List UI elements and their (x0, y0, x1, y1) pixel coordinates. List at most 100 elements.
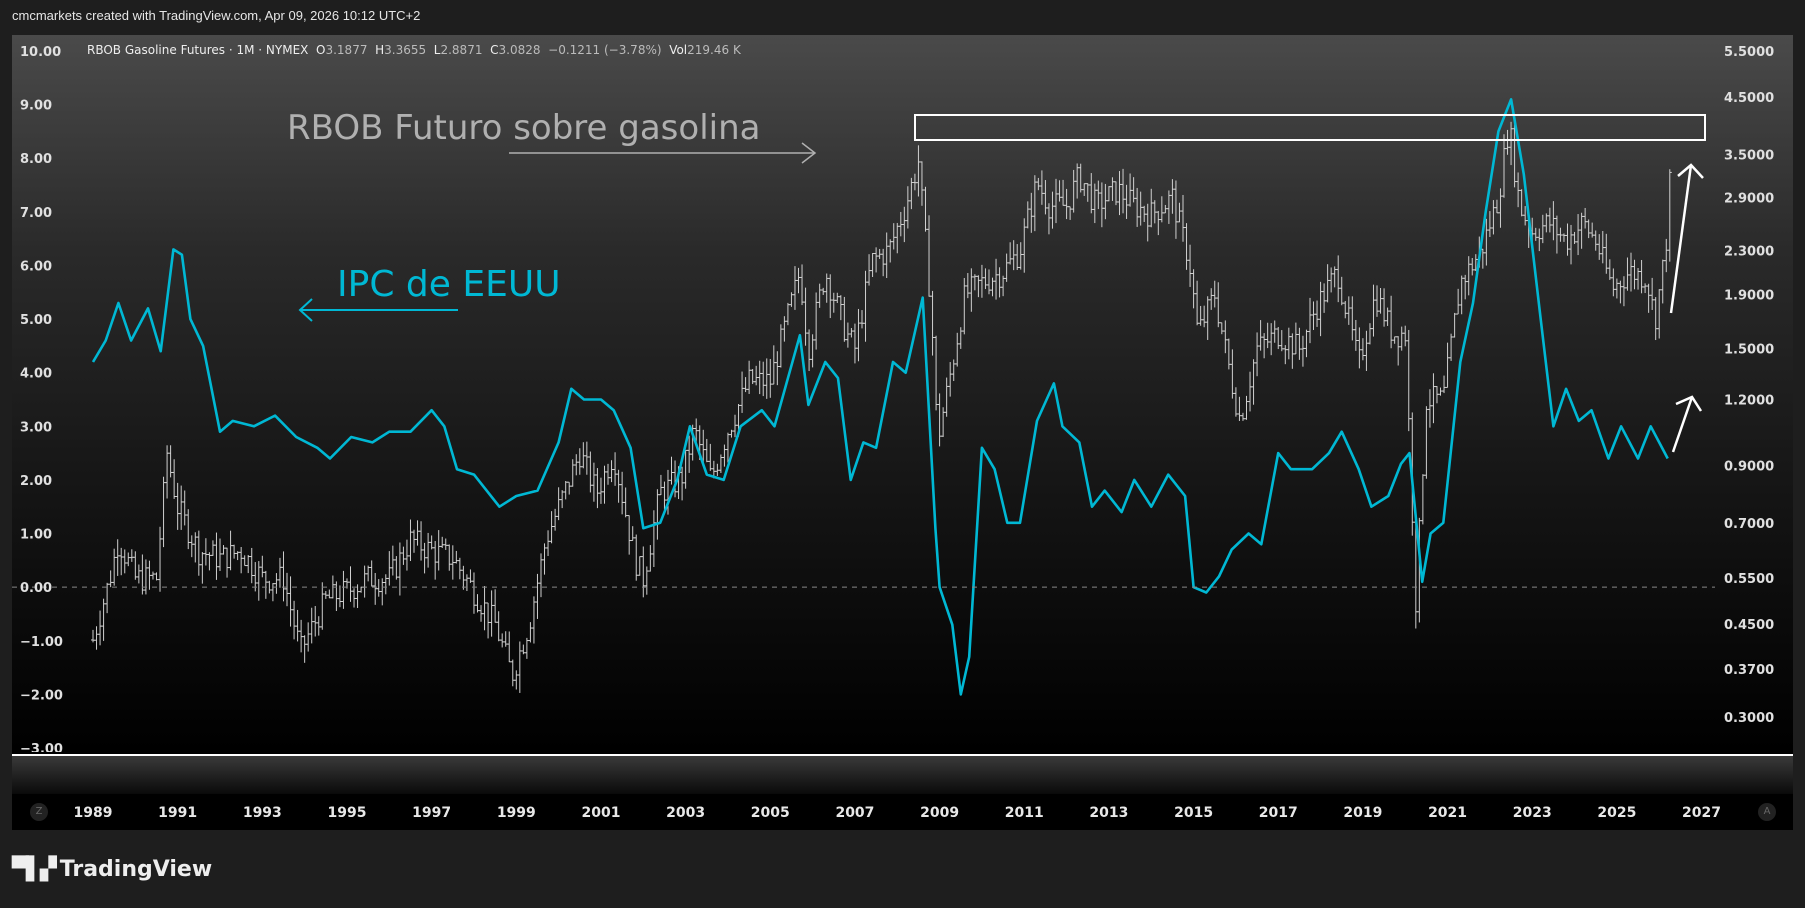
ohlc-bar (440, 536, 445, 549)
ohlc-bar (1491, 200, 1496, 235)
ohlc-bar (828, 274, 833, 319)
resistance-box[interactable] (914, 114, 1706, 141)
auto-scale-button[interactable]: A (1758, 803, 1776, 821)
ohlc-bar (1279, 330, 1284, 352)
ohlc-bar (1375, 285, 1380, 317)
ohlc-bar (1099, 182, 1104, 228)
ohlc-bar (1223, 320, 1228, 354)
ohlc-bar (898, 211, 903, 237)
ohlc-bar (796, 267, 801, 294)
ohlc-bar (228, 530, 233, 571)
ohlc-bar (1078, 163, 1083, 193)
ohlc-bar (1364, 330, 1369, 371)
ohlc-bar (602, 465, 607, 504)
ohlc-bar (366, 565, 371, 582)
ohlc-bar (352, 588, 357, 608)
ohlc-bar (1138, 191, 1143, 226)
ohlc-bar (1135, 187, 1140, 227)
ohlc-bar (927, 215, 932, 297)
ohlc-bar (1643, 283, 1648, 294)
ohlc-bar (387, 551, 392, 586)
ohlc-bar (1297, 327, 1302, 360)
ohlc-bar (1540, 214, 1545, 244)
ohlc-bar (549, 511, 554, 544)
ohlc-bar (1096, 180, 1101, 210)
ohlc-bar (761, 361, 766, 397)
navigator-pane[interactable] (12, 754, 1793, 796)
ohlc-bar (884, 232, 889, 279)
ohlc-bar (433, 540, 438, 580)
ohlc-bar (785, 302, 790, 326)
ohlc-bar (1625, 257, 1630, 291)
ohlc-bar (655, 489, 660, 540)
ohlc-bar (1406, 329, 1411, 432)
symbol-name: RBOB Gasoline Futures · 1M · NYMEX (87, 43, 309, 57)
ohlc-bar (482, 586, 487, 631)
ohlc-bar (874, 247, 879, 273)
ohlc-bar (849, 328, 854, 338)
ohlc-bar (1322, 283, 1327, 313)
cpi-line (91, 98, 1669, 696)
open-label: O (316, 43, 326, 57)
ohlc-bar (186, 509, 191, 550)
ohlc-bar (1576, 214, 1581, 256)
ohlc-bar (1240, 412, 1245, 421)
ohlc-bar (733, 414, 738, 438)
zoom-button[interactable]: Z (30, 803, 48, 821)
ohlc-bar (140, 554, 145, 595)
symbol-legend[interactable]: RBOB Gasoline Futures · 1M · NYMEX O3.18… (87, 43, 741, 57)
ohlc-bar (859, 310, 864, 329)
ohlc-bar (323, 590, 328, 599)
right-axis-tick: 0.3700 (1724, 663, 1774, 678)
ohlc-bar (1456, 288, 1461, 315)
ohlc-bar (175, 482, 180, 530)
ohlc-bar (1470, 258, 1475, 276)
ohlc-bar (1022, 218, 1027, 273)
low-value: 2.8871 (440, 43, 483, 57)
ohlc-bar (863, 270, 868, 342)
ohlc-bar (1653, 297, 1658, 341)
ohlc-bar (976, 275, 981, 298)
ohlc-bar (750, 369, 755, 385)
up-arrow-icon (1671, 395, 1703, 453)
ohlc-bar (182, 490, 187, 526)
ohlc-bar (800, 264, 805, 306)
high-label: H (375, 43, 385, 57)
ohlc-bar (637, 556, 642, 576)
ohlc-bar (341, 570, 346, 609)
ohlc-bar (570, 459, 575, 487)
time-axis-tick: 2013 (1089, 805, 1128, 821)
price-pane[interactable]: 10.00 9.00 8.00 7.00 6.00 5.00 4.00 3.00 2.00 1.0… (12, 35, 1793, 752)
ohlc-bar (471, 572, 476, 614)
ohlc-bar (598, 477, 603, 504)
ohlc-bar (119, 547, 124, 576)
ohlc-bar (687, 435, 692, 473)
ohlc-bar (1389, 295, 1394, 349)
ohlc-bar (158, 526, 163, 592)
chart-credit: cmcmarkets created with TradingView.com,… (12, 8, 421, 23)
ohlc-bar (1142, 205, 1147, 222)
ohlc-bar (91, 629, 95, 643)
ohlc-bar (306, 622, 311, 652)
ohlc-bar (507, 631, 512, 663)
ohlc-bar (210, 540, 215, 556)
ohlc-bar (1336, 255, 1341, 303)
ohlc-bar (792, 266, 797, 310)
ohlc-bar (1459, 275, 1464, 315)
ohlc-bar (1371, 284, 1376, 337)
ohlc-bar (768, 358, 773, 398)
ohlc-bar (1636, 267, 1641, 290)
ohlc-bar (718, 454, 723, 473)
ohlc-bar (1092, 183, 1097, 224)
ohlc-bar (267, 580, 272, 594)
up-arrow-icon (1669, 163, 1704, 314)
ohlc-bar (835, 292, 840, 304)
ohlc-bar (108, 570, 113, 588)
time-axis[interactable]: Z 1989 1991 1993 1995 1997 1999 2001 2003 2005 20… (12, 794, 1793, 830)
ohlc-bar (422, 542, 427, 574)
left-axis-tick: 7.00 (20, 206, 52, 221)
ohlc-bar (669, 456, 674, 485)
logo-text: TradingView (59, 857, 213, 882)
tradingview-logo[interactable]: ▀▌▞ TradingView (12, 857, 212, 882)
ohlc-bar (426, 532, 431, 568)
